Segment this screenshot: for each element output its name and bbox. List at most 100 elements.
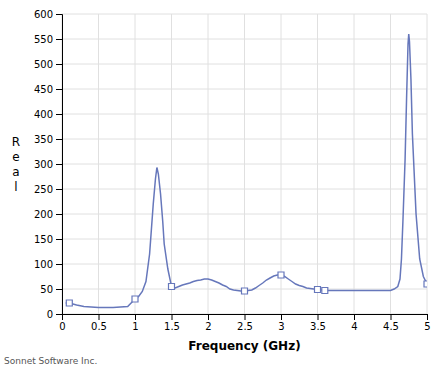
x-tick-label: 1 [132, 321, 138, 332]
y-tick: 500 [34, 59, 62, 70]
marker [132, 296, 138, 302]
y-tick-mark [56, 39, 62, 40]
y-axis-title-char: a [12, 164, 19, 178]
y-tick-label: 150 [34, 234, 53, 245]
grid-line-y [62, 239, 427, 240]
y-tick-label: 50 [40, 284, 53, 295]
y-tick-label: 300 [34, 159, 53, 170]
x-tick-mark [281, 314, 282, 320]
y-tick-mark [56, 139, 62, 140]
x-tick-label: 3.5 [310, 321, 326, 332]
y-axis-title-char: e [12, 149, 19, 163]
x-tick: 0 [59, 314, 65, 332]
y-tick: 150 [34, 234, 62, 245]
y-tick-mark [56, 114, 62, 115]
y-axis-title-char: R [12, 134, 20, 148]
x-axis: 0 0.5 1 1.5 2 2.5 3 3.5 4 4.5 5 [59, 314, 430, 332]
chart: 00.511.522.533.544.550501001502002503003… [0, 0, 443, 368]
x-tick-mark [427, 314, 428, 320]
y-tick-label: 500 [34, 59, 53, 70]
x-tick-mark [208, 314, 209, 320]
y-tick: 450 [34, 84, 62, 95]
x-tick-label: 1.5 [164, 321, 180, 332]
y-tick-mark [56, 189, 62, 190]
x-tick-label: 0.5 [91, 321, 107, 332]
y-tick: 300 [34, 159, 62, 170]
y-tick: 100 [34, 259, 62, 270]
x-tick-mark [318, 314, 319, 320]
y-tick-mark [56, 64, 62, 65]
x-axis-title: Frequency (GHz) [188, 339, 300, 353]
y-axis: 0 50 100 150 200 250 300 350 400 450 500 550 600 [34, 9, 63, 320]
grid-line-y [62, 164, 427, 165]
y-tick: 200 [34, 209, 62, 220]
y-tick: 550 [34, 34, 62, 45]
x-tick-mark [354, 314, 355, 320]
grid-line-y [62, 264, 427, 265]
x-tick: 4 [351, 314, 357, 332]
marker [242, 288, 248, 294]
y-tick-mark [56, 264, 62, 265]
y-tick-mark [56, 14, 62, 15]
y-axis-line [56, 15, 63, 315]
x-tick-mark [391, 314, 392, 320]
y-tick-mark [56, 289, 62, 290]
y-tick-mark [56, 314, 62, 315]
x-tick-label: 4 [351, 321, 357, 332]
x-tick-label: 3 [278, 321, 284, 332]
y-tick-mark [56, 89, 62, 90]
y-tick-label: 400 [34, 109, 53, 120]
x-tick-mark [99, 314, 100, 320]
grid-line-y [62, 64, 427, 65]
x-tick-label: 2 [205, 321, 211, 332]
grid-line-y [62, 139, 427, 140]
y-tick-mark [56, 239, 62, 240]
x-tick-mark [245, 314, 246, 320]
y-tick: 0 [47, 309, 62, 320]
x-tick: 1.5 [164, 314, 180, 332]
x-tick: 3 [278, 314, 284, 332]
y-tick: 400 [34, 109, 62, 120]
x-tick: 5 [424, 314, 430, 332]
marker [66, 300, 72, 306]
y-tick: 600 [34, 9, 62, 20]
y-tick-label: 250 [34, 184, 53, 195]
y-tick-label: 100 [34, 259, 53, 270]
x-tick-label: 2.5 [237, 321, 253, 332]
grid [62, 14, 427, 314]
marker [424, 281, 427, 287]
y-tick-label: 0 [47, 309, 53, 320]
grid-line-y [62, 39, 427, 40]
y-tick-mark [56, 214, 62, 215]
marker [322, 288, 328, 294]
grid-line-y [62, 14, 427, 15]
grid-line-y [62, 214, 427, 215]
plot-area [66, 34, 427, 308]
line [66, 34, 427, 308]
y-axis-title-char: l [14, 179, 17, 193]
x-tick: 3.5 [310, 314, 326, 332]
annotation: Sonnet Software Inc. [4, 356, 97, 366]
x-tick-label: 0 [59, 321, 65, 332]
y-tick-label: 450 [34, 84, 53, 95]
y-tick-label: 200 [34, 209, 53, 220]
x-tick: 4.5 [383, 314, 399, 332]
y-tick: 350 [34, 134, 62, 145]
x-axis-line [63, 315, 428, 321]
x-tick-mark [135, 314, 136, 320]
x-tick-mark [172, 314, 173, 320]
marker [278, 272, 284, 278]
y-axis-title: Real [12, 134, 20, 193]
x-tick: 2 [205, 314, 211, 332]
x-tick: 1 [132, 314, 138, 332]
x-tick: 0.5 [91, 314, 107, 332]
y-tick-label: 550 [34, 34, 53, 45]
y-tick-label: 350 [34, 134, 53, 145]
y-tick-label: 600 [34, 9, 53, 20]
y-tick: 250 [34, 184, 62, 195]
marker [315, 287, 321, 293]
grid-line-y [62, 89, 427, 90]
x-tick-label: 4.5 [383, 321, 399, 332]
y-tick-mark [56, 164, 62, 165]
marker [169, 284, 175, 290]
